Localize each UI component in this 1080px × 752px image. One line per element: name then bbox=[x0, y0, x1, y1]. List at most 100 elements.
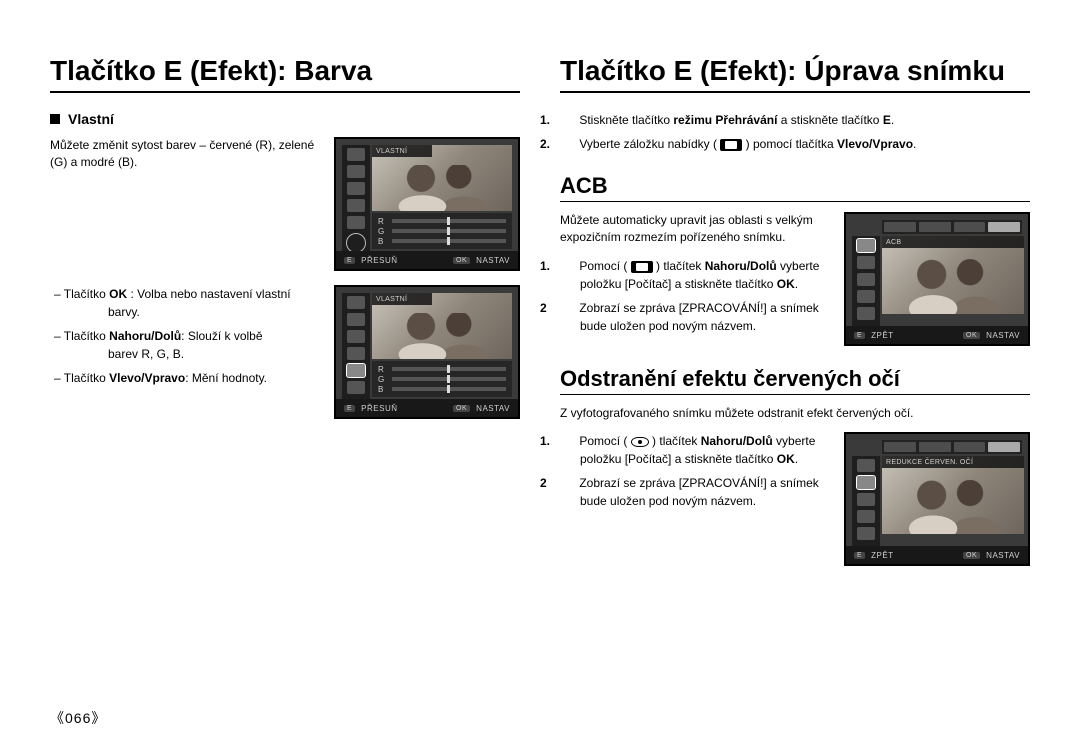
redeye-steps: 1. Pomocí ( ) tlačítek Nahoru/Dolů vyber… bbox=[560, 432, 830, 510]
shot-icon bbox=[857, 290, 875, 303]
shot-bottom-bar: E ZPĚT OK NASTAV bbox=[846, 326, 1028, 344]
shot-tab bbox=[954, 222, 986, 232]
bar-btn-left: E bbox=[344, 257, 355, 264]
menu-tab-icon bbox=[720, 139, 742, 151]
slider-track bbox=[392, 229, 506, 233]
acb-intro: Můžete automaticky upravit jas oblasti s… bbox=[560, 212, 830, 247]
slider-label: R bbox=[378, 365, 388, 374]
acb-text: Můžete automaticky upravit jas oblasti s… bbox=[560, 212, 830, 341]
shot-icon bbox=[347, 330, 365, 343]
shot-top-tabs bbox=[882, 440, 1022, 454]
shot-bottom-bar: E PŘESUŇ OK NASTAV bbox=[336, 251, 518, 269]
step-item: 2 Zobrazí se zpráva [ZPRACOVÁNÍ!] a sním… bbox=[560, 474, 830, 510]
bar-btn-right: OK bbox=[963, 332, 980, 339]
page-number: 《066》 bbox=[50, 708, 106, 728]
acb-heading: ACB bbox=[560, 173, 1030, 202]
bar-label-left: PŘESUŇ bbox=[361, 404, 447, 413]
shot-sliders: R G B bbox=[372, 213, 512, 249]
shot-tab bbox=[884, 442, 916, 452]
right-title: Tlačítko E (Efekt): Úprava snímku bbox=[560, 55, 1030, 87]
shot-icon bbox=[347, 347, 365, 360]
step-item: 1. Pomocí ( ) tlačítek Nahoru/Dolů vyber… bbox=[560, 257, 830, 293]
slider-track bbox=[392, 377, 506, 381]
shot-bottom-bar: E PŘESUŇ OK NASTAV bbox=[336, 399, 518, 417]
bar-btn-right: OK bbox=[453, 257, 470, 264]
shot-tab bbox=[884, 222, 916, 232]
left-intro-text: Můžete změnit sytost barev – červené (R)… bbox=[50, 137, 320, 172]
bar-btn-left: E bbox=[854, 552, 865, 559]
bar-label-left: ZPĚT bbox=[871, 551, 957, 560]
shot-sidebar bbox=[852, 456, 880, 546]
shot-label: VLASTNÍ bbox=[372, 145, 432, 157]
shot-sidebar bbox=[342, 293, 370, 403]
shot-icon-selected bbox=[857, 239, 875, 252]
shot-tab bbox=[919, 222, 951, 232]
shot-icon bbox=[857, 459, 875, 472]
redeye-text: 1. Pomocí ( ) tlačítek Nahoru/Dolů vyber… bbox=[560, 432, 830, 516]
shot-icon-selected bbox=[346, 233, 366, 253]
bullet-item: Tlačítko Nahoru/Dolů: Slouží k volbě bar… bbox=[54, 327, 320, 363]
bar-btn-left: E bbox=[344, 405, 355, 412]
slider-row: G bbox=[378, 374, 506, 384]
shot-icon bbox=[857, 256, 875, 269]
bar-label-left: ZPĚT bbox=[871, 331, 957, 340]
shot-icon bbox=[347, 216, 365, 229]
shot-icon bbox=[857, 273, 875, 286]
step-item: 1. Stiskněte tlačítko režimu Přehrávání … bbox=[560, 111, 1030, 129]
camera-screenshot-vlastni-2: VLASTNÍ R G B E PŘESUŇ OK NASTAV bbox=[334, 285, 520, 419]
shot-sidebar bbox=[852, 236, 880, 326]
shot-sidebar bbox=[342, 145, 370, 255]
shot-icon bbox=[857, 307, 875, 320]
slider-track bbox=[392, 239, 506, 243]
slider-row: B bbox=[378, 236, 506, 246]
shot-sliders: R G B bbox=[372, 361, 512, 397]
bar-label-right: NASTAV bbox=[476, 256, 510, 265]
camera-screenshot-acb: ACB E ZPĚT OK NASTAV bbox=[844, 212, 1030, 346]
redeye-intro: Z vyfotografovaného snímku můžete odstra… bbox=[560, 405, 1030, 422]
shot-tab bbox=[919, 442, 951, 452]
shot-icon bbox=[857, 493, 875, 506]
bar-btn-left: E bbox=[854, 332, 865, 339]
bullet-item: Tlačítko OK : Volba nebo nastavení vlast… bbox=[54, 285, 320, 321]
shot-icon-selected bbox=[857, 476, 875, 489]
acb-steps: 1. Pomocí ( ) tlačítek Nahoru/Dolů vyber… bbox=[560, 257, 830, 335]
slider-track bbox=[392, 387, 506, 391]
bar-btn-right: OK bbox=[963, 552, 980, 559]
shot-caption: ACB bbox=[882, 236, 1024, 248]
bar-label-left: PŘESUŇ bbox=[361, 256, 447, 265]
right-column: Tlačítko E (Efekt): Úprava snímku 1. Sti… bbox=[560, 55, 1030, 580]
step-item: 1. Pomocí ( ) tlačítek Nahoru/Dolů vyber… bbox=[560, 432, 830, 468]
slider-track bbox=[392, 367, 506, 371]
slider-label: B bbox=[378, 385, 388, 394]
shot-icon bbox=[347, 296, 365, 309]
shot-bottom-bar: E ZPĚT OK NASTAV bbox=[846, 546, 1028, 564]
shot-icon bbox=[347, 148, 365, 161]
shot-icon bbox=[347, 381, 365, 394]
slider-row: R bbox=[378, 364, 506, 374]
slider-label: R bbox=[378, 217, 388, 226]
right-rule bbox=[560, 91, 1030, 93]
shot-label: VLASTNÍ bbox=[372, 293, 432, 305]
slider-row: G bbox=[378, 226, 506, 236]
left-subhead: Vlastní bbox=[50, 111, 520, 127]
left-column: Tlačítko E (Efekt): Barva Vlastní Můžete… bbox=[50, 55, 520, 580]
shot-tab-selected bbox=[988, 222, 1020, 232]
shot-icon bbox=[347, 165, 365, 178]
slider-row: R bbox=[378, 216, 506, 226]
bullet-item: Tlačítko Vlevo/Vpravo: Mění hodnoty. bbox=[54, 369, 320, 387]
redeye-heading: Odstranění efektu červených očí bbox=[560, 366, 1030, 395]
bar-label-right: NASTAV bbox=[476, 404, 510, 413]
step-item: 2 Zobrazí se zpráva [ZPRACOVÁNÍ!] a sním… bbox=[560, 299, 830, 335]
shot-icon bbox=[347, 313, 365, 326]
slider-label: G bbox=[378, 375, 388, 384]
step-item: 2. Vyberte záložku nabídky ( ) pomocí tl… bbox=[560, 135, 1030, 153]
slider-row: B bbox=[378, 384, 506, 394]
shot-top-tabs bbox=[882, 220, 1022, 234]
left-subhead-text: Vlastní bbox=[68, 111, 114, 127]
shot-icon bbox=[347, 364, 365, 377]
right-top-steps: 1. Stiskněte tlačítko režimu Přehrávání … bbox=[560, 111, 1030, 153]
shot-caption: REDUKCE ČERVEN. OČÍ bbox=[882, 456, 1024, 468]
bar-btn-right: OK bbox=[453, 405, 470, 412]
shot-icon bbox=[857, 527, 875, 540]
bar-label-right: NASTAV bbox=[986, 331, 1020, 340]
